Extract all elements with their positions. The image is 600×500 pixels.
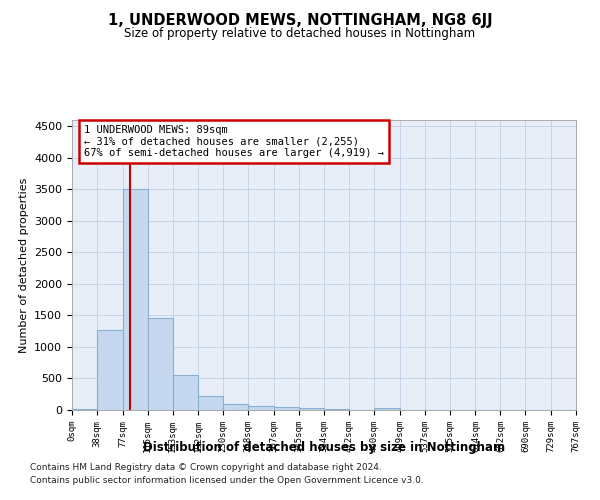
Bar <box>325 408 349 410</box>
Bar <box>198 396 223 410</box>
Text: Size of property relative to detached houses in Nottingham: Size of property relative to detached ho… <box>124 28 476 40</box>
Bar <box>148 318 173 410</box>
Text: Contains public sector information licensed under the Open Government Licence v3: Contains public sector information licen… <box>30 476 424 485</box>
Bar <box>223 404 248 410</box>
Bar <box>248 406 274 410</box>
Text: Contains HM Land Registry data © Crown copyright and database right 2024.: Contains HM Land Registry data © Crown c… <box>30 464 382 472</box>
Text: 1 UNDERWOOD MEWS: 89sqm
← 31% of detached houses are smaller (2,255)
67% of semi: 1 UNDERWOOD MEWS: 89sqm ← 31% of detache… <box>84 125 384 158</box>
Bar <box>299 408 325 410</box>
Bar <box>122 188 148 410</box>
Bar <box>72 408 97 410</box>
Bar <box>97 330 122 410</box>
Bar <box>374 408 400 410</box>
Text: Distribution of detached houses by size in Nottingham: Distribution of detached houses by size … <box>143 441 505 454</box>
Text: 1, UNDERWOOD MEWS, NOTTINGHAM, NG8 6JJ: 1, UNDERWOOD MEWS, NOTTINGHAM, NG8 6JJ <box>107 12 493 28</box>
Bar <box>173 374 198 410</box>
Y-axis label: Number of detached properties: Number of detached properties <box>19 178 29 352</box>
Bar <box>274 407 299 410</box>
